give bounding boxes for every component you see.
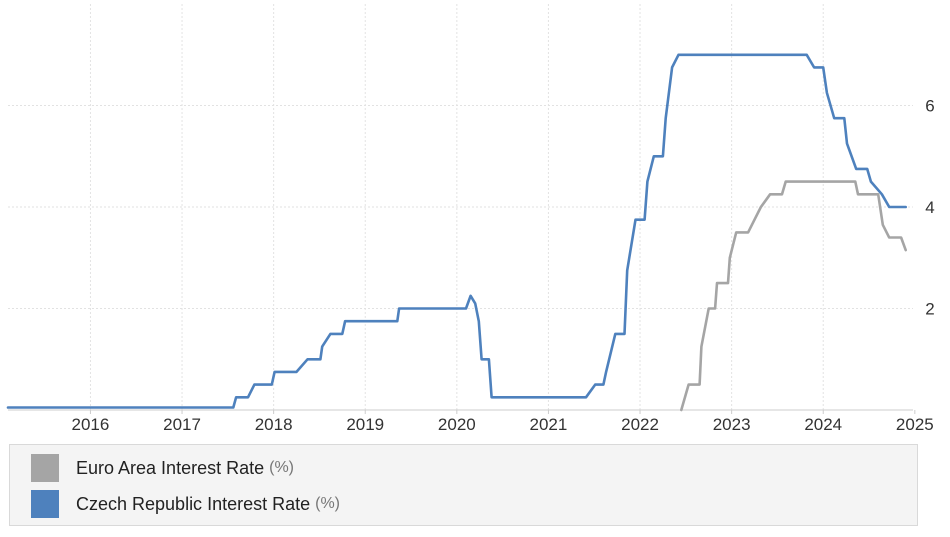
y-tick-label-6: 6 xyxy=(925,97,934,116)
legend-unit-euro-area: (%) xyxy=(269,459,294,476)
x-tick-label-2025: 2025 xyxy=(896,415,934,434)
x-tick-label-2023: 2023 xyxy=(713,415,751,434)
y-tick-label-4: 4 xyxy=(925,198,934,217)
grid xyxy=(8,4,913,410)
x-tick-label-2022: 2022 xyxy=(621,415,659,434)
x-tick-label-2024: 2024 xyxy=(804,415,842,434)
legend-swatch-euro-area xyxy=(31,454,59,482)
x-tick-label-2019: 2019 xyxy=(346,415,384,434)
y-axis-ticks: 2 4 6 xyxy=(925,97,934,319)
y-tick-label-2: 2 xyxy=(925,300,934,319)
x-tick-label-2018: 2018 xyxy=(255,415,293,434)
line-chart: 2016 2017 2018 2019 2020 2021 2022 2023 2024 2025… xyxy=(6,4,935,434)
legend: Euro Area Interest Rate (%) Czech Republ… xyxy=(9,444,918,526)
legend-swatch-czech-republic xyxy=(31,490,59,518)
legend-unit-czech-republic: (%) xyxy=(315,495,341,512)
legend-label-czech-republic: Czech Republic Interest Rate xyxy=(76,493,311,514)
x-tick-label-2020: 2020 xyxy=(438,415,476,434)
x-axis-ticks: 2016 2017 2018 2019 2020 2021 2022 2023 2024 2025 xyxy=(72,410,934,434)
series-line-1 xyxy=(6,53,907,409)
legend-item-czech-republic[interactable]: Czech Republic Interest Rate (%) xyxy=(31,490,340,518)
x-tick-label-2021: 2021 xyxy=(530,415,568,434)
series-line-0 xyxy=(680,180,907,412)
series-group xyxy=(6,53,907,412)
legend-label-euro-area: Euro Area Interest Rate xyxy=(76,457,265,478)
x-tick-label-2016: 2016 xyxy=(72,415,110,434)
legend-item-euro-area[interactable]: Euro Area Interest Rate (%) xyxy=(31,454,294,482)
x-tick-label-2017: 2017 xyxy=(163,415,201,434)
